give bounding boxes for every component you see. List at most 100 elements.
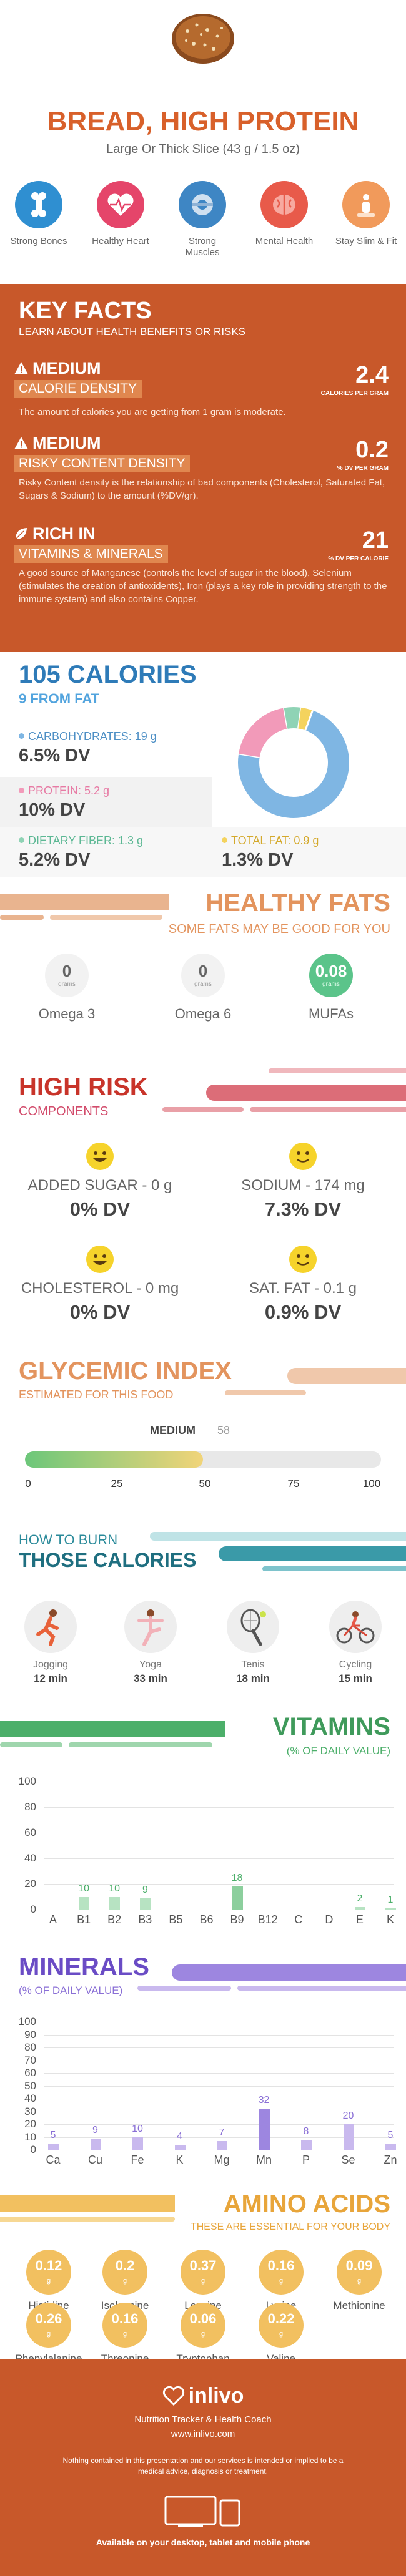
fact-level: MEDIUM: [32, 434, 101, 452]
bar-B2: [109, 1896, 121, 1910]
nutrient-dv: 6.5% DV: [19, 746, 91, 766]
glycemic-tick: 75: [287, 1478, 300, 1490]
amino-unit: g: [122, 2330, 127, 2338]
y-tick-label: 50: [24, 2079, 36, 2092]
calories-section: 105 CALORIES 9 FROM FAT CARBOHYDRATES: 1…: [0, 652, 406, 883]
nutrient-dv: 5.2% DV: [19, 850, 91, 870]
y-tick-label: 20: [24, 1878, 36, 1890]
activity-name: Yoga: [139, 1659, 162, 1670]
grid-line: [44, 2137, 394, 2138]
row-highlight: [0, 827, 406, 877]
brain-icon: [260, 181, 308, 228]
y-tick-label: 20: [24, 2118, 36, 2130]
glycemic-title: GLYCEMIC INDEX: [19, 1357, 232, 1385]
vitamins-bar-chart: 0 20 40 60 80 100 A 10 B1 10 B2 9 B3 B5 B6 18 B9 B12 C D 2 E 1…: [0, 1775, 406, 1931]
bar-Fe: [132, 2137, 143, 2150]
risk-dv: 0.9% DV: [264, 1301, 342, 1323]
fat-value: 0: [62, 962, 72, 980]
amino-unit: g: [279, 2277, 284, 2285]
decor-bar: [219, 1546, 406, 1561]
y-tick-label: 80: [24, 1801, 36, 1813]
decor-bar: [0, 1721, 225, 1737]
donut-slice: [298, 707, 313, 731]
bar-P: [301, 2139, 312, 2150]
amino-unit: g: [46, 2277, 51, 2285]
amino-unit: g: [46, 2330, 51, 2338]
nutrient-label: CARBOHYDRATES: 19 g: [28, 730, 157, 743]
omega6-label: Omega 6: [174, 1006, 232, 1022]
fact-description: A good source of Manganese (controls the…: [19, 568, 387, 605]
y-tick-label: 0: [30, 1903, 36, 1915]
risk-label: ADDED SUGAR - 0 g: [27, 1177, 172, 1194]
x-category-label: Cu: [87, 2154, 102, 2166]
fact-value: 0.2: [355, 437, 389, 463]
grid-line: [44, 2086, 394, 2087]
omega6-value: 0 grams: [181, 954, 225, 997]
risk-sodium: SODIUM - 174 mg 7.3% DV: [222, 1142, 384, 1221]
smiley-icon: [86, 1143, 114, 1170]
tennis-icon: [227, 1601, 279, 1653]
fact-level: RICH IN: [32, 524, 96, 543]
header: BREAD, HIGH PROTEIN Large Or Thick Slice…: [0, 0, 406, 284]
amino-unit: g: [201, 2330, 205, 2338]
footer-brand: inlivo: [0, 2384, 406, 2408]
risk-dv: 0% DV: [69, 1198, 131, 1220]
grid-line: [44, 1807, 394, 1808]
burn-title-bottom: THOSE CALORIES: [19, 1549, 197, 1571]
x-category-label: P: [302, 2154, 310, 2166]
benefit-label: Strong Muscles: [185, 236, 220, 258]
vitamins-title: VITAMINS: [272, 1713, 390, 1740]
x-category-label: D: [325, 1913, 334, 1926]
fact-level: MEDIUM: [32, 359, 101, 378]
fact-calorie-density: MEDIUM CALORIE DENSITY 2.4 CALORIES PER …: [14, 359, 389, 446]
smiley-icon: [289, 1246, 317, 1273]
nutrient-label: PROTEIN: 5.2 g: [28, 784, 110, 797]
decor-bar: [0, 1742, 62, 1747]
amino-methionine: 0.09 g Methionine: [322, 2250, 397, 2312]
fat-unit: grams: [322, 981, 340, 988]
benefit-healthy-heart: Healthy Heart: [89, 181, 152, 247]
footer-url[interactable]: www.inlivo.com: [171, 2429, 235, 2439]
amino-subtitle: THESE ARE ESSENTIAL FOR YOUR BODY: [190, 2222, 390, 2232]
bar-value-label: 2: [357, 1893, 363, 1904]
fact-risky-content: MEDIUM RISKY CONTENT DENSITY 0.2 % DV PE…: [14, 434, 389, 521]
amino-name: Methionine: [333, 2300, 385, 2311]
activity-time: 33 min: [134, 1672, 167, 1684]
glycemic-value: 58: [217, 1424, 230, 1437]
risk-label: SAT. FAT - 0.1 g: [249, 1280, 357, 1297]
fact-vitamins-minerals: RICH IN VITAMINS & MINERALS 21 % DV PER …: [14, 524, 389, 637]
healthy-fats-title: HEALTHY FATS: [205, 889, 390, 917]
bar-K: [385, 1908, 396, 1910]
fat-value: 0.08: [315, 962, 347, 980]
activity-cycling: Cycling 15 min: [321, 1601, 390, 1685]
activity-time: 15 min: [339, 1672, 372, 1684]
fact-unit: % DV PER CALORIE: [328, 555, 389, 562]
bar-value-label: 18: [231, 1873, 243, 1884]
bar-value-label: 32: [258, 2095, 270, 2106]
decor-bar: [225, 1390, 306, 1395]
key-facts-subtitle: LEARN ABOUT HEALTH BENEFITS OR RISKS: [19, 326, 246, 338]
activity-time: 18 min: [236, 1672, 270, 1684]
bar-Se: [343, 2124, 354, 2150]
glycemic-level: MEDIUM: [150, 1424, 196, 1437]
decor-bar: [0, 2195, 175, 2212]
grid-line: [44, 1858, 394, 1859]
donut-slice: [238, 710, 349, 818]
leaf-icon: [16, 528, 27, 539]
glycemic-subtitle: ESTIMATED FOR THIS FOOD: [19, 1388, 174, 1401]
benefit-label: Mental Health: [255, 236, 314, 246]
fact-value: 21: [362, 527, 389, 554]
decor-bar: [50, 915, 162, 920]
risk-cholesterol: CHOLESTEROL - 0 mg 0% DV: [19, 1245, 181, 1324]
bar-value-label: 9: [92, 2124, 98, 2135]
grid-line: [44, 2073, 394, 2074]
amino-unit: g: [122, 2277, 127, 2285]
nutrient-dv: 1.3% DV: [222, 850, 294, 870]
amino-value: 0.2: [115, 2258, 135, 2273]
amino-value: 0.16: [111, 2311, 139, 2326]
glycemic-tick: 100: [362, 1478, 381, 1490]
decor-bar: [172, 1964, 406, 1981]
bar-K: [174, 2144, 186, 2150]
x-category-label: B12: [257, 1913, 278, 1926]
x-category-label: Mn: [255, 2154, 272, 2166]
